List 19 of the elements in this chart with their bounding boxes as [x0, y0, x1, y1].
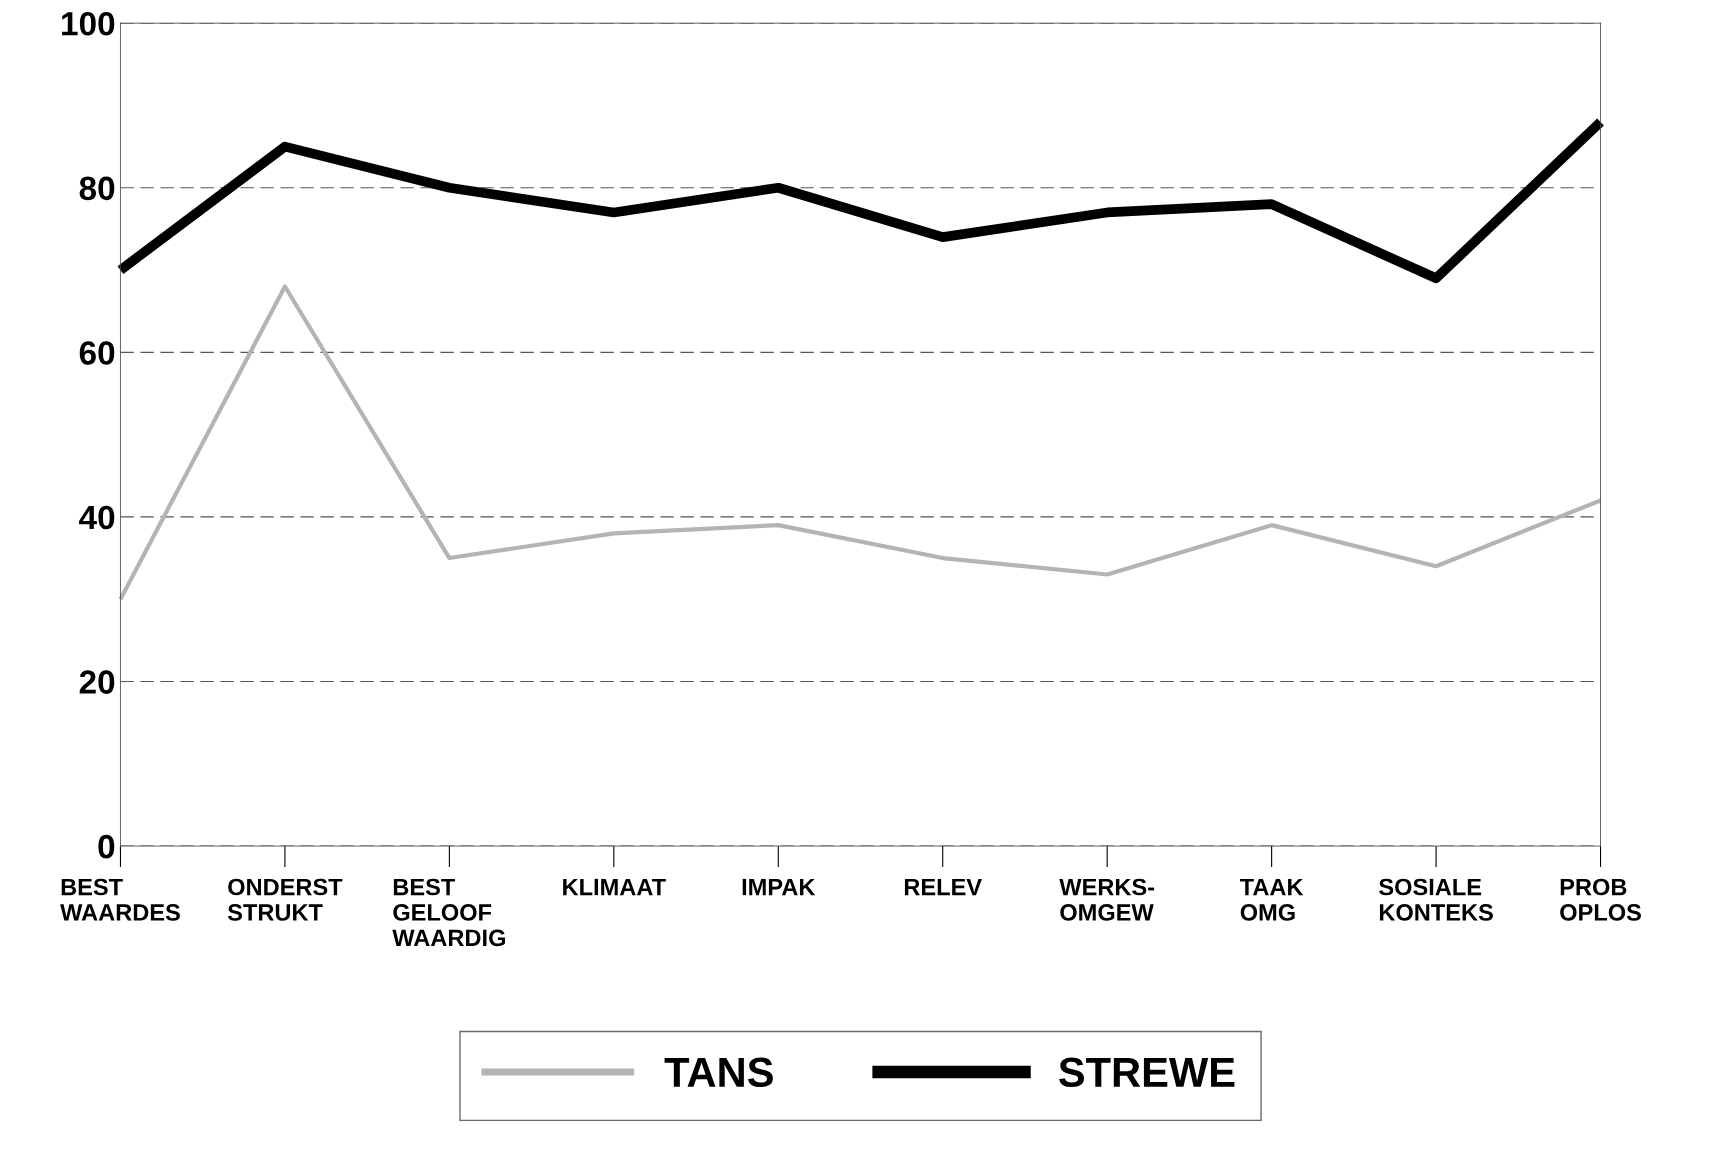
line-series [118, 284, 1603, 602]
legend-label: STREWE [1059, 1057, 1235, 1088]
x-tick-label: IMPAK [742, 878, 816, 896]
x-tick-label: SOSIALE KONTEKS [1379, 878, 1493, 921]
y-tick-label: 100 [62, 11, 115, 36]
y-tick-label: 80 [79, 176, 115, 201]
x-tick-label: ONDERST STRUKT [227, 878, 343, 921]
legend-label: TANS [664, 1057, 773, 1088]
y-tick-label: 40 [79, 505, 115, 530]
y-tick-label: 60 [79, 341, 115, 365]
x-tick-label: WERKS- OMGEW [1059, 878, 1155, 921]
x-tick-label: PROB OPLOS [1560, 878, 1641, 921]
x-tick-label: RELEV [904, 878, 982, 896]
x-tick-label: KLIMAAT [563, 878, 666, 896]
x-tick-label: BEST GELOOF WAARDIG [392, 878, 505, 947]
x-tick-label: BEST WAARDES [60, 878, 180, 921]
y-tick-label: 0 [98, 834, 115, 859]
y-tick-label: 20 [79, 670, 115, 694]
x-tick-label: TAAK OMG [1239, 878, 1304, 921]
